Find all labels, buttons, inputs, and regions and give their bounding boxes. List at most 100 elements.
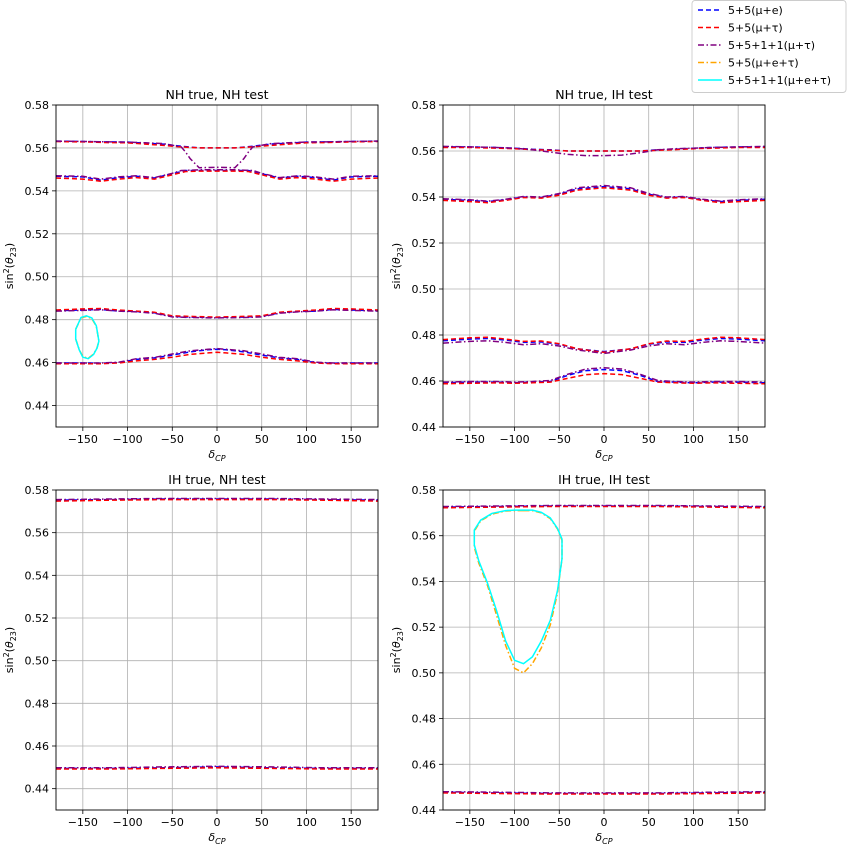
series-muet11-curve-1 <box>74 315 100 360</box>
y-axis-label: sin2(θ23) <box>2 627 18 673</box>
series-mut11-curve-2 <box>443 184 765 202</box>
grid <box>443 104 765 428</box>
series-mut11-curve-1 <box>56 140 378 169</box>
panel-title: NH true, IH test <box>555 87 652 102</box>
y-tick-label: 0.46 <box>412 758 437 771</box>
y-tick-label: 0.56 <box>412 145 437 158</box>
x-axis-label: δCP <box>208 448 225 463</box>
x-tick-label: −100 <box>499 816 529 829</box>
x-tick-label: −50 <box>548 433 571 446</box>
x-tick-label: 100 <box>683 433 704 446</box>
y-tick-label: 0.54 <box>25 185 50 198</box>
y-tick-label: 0.58 <box>25 484 50 497</box>
panel-title: IH true, IH test <box>558 472 650 487</box>
y-tick-label: 0.58 <box>25 99 50 112</box>
panel-3: −150 −100 −50 0 50 100 150 0.44 0.46 0.48 0.50 0.52… <box>2 472 379 845</box>
y-tick-label: 0.54 <box>412 575 437 588</box>
x-axis-label: δCP <box>208 831 225 845</box>
x-axis-label: δCP <box>595 831 612 845</box>
legend-label-mue: 5+5(μ+e) <box>728 4 783 17</box>
x-tick-label: 0 <box>601 433 608 446</box>
series-mut11-curve-4 <box>443 366 765 383</box>
y-axis-label: sin2(θ23) <box>389 243 405 289</box>
series-mut11-curve-1 <box>443 504 765 508</box>
series-mue-curve-4 <box>56 348 378 364</box>
y-tick-label: 0.44 <box>412 804 437 817</box>
series-mut11-curve-3 <box>56 309 378 319</box>
y-tick-label: 0.50 <box>25 271 50 284</box>
x-tick-label: 0 <box>214 816 221 829</box>
x-tick-label: −150 <box>455 816 485 829</box>
panel-4: −150 −100 −50 0 50 100 150 0.44 0.46 0.48 0.50 0.52… <box>389 472 766 845</box>
y-tick-label: 0.52 <box>412 621 437 634</box>
series-mut-curve-3 <box>56 307 378 318</box>
series-mut-curve-2 <box>56 767 378 770</box>
x-tick-label: 100 <box>296 433 317 446</box>
y-tick-label: 0.48 <box>412 329 437 342</box>
y-tick-label: 0.48 <box>25 314 50 327</box>
x-tick-label: −50 <box>161 433 184 446</box>
series-mut-curve-2 <box>443 187 765 204</box>
y-tick-label: 0.50 <box>412 283 437 296</box>
panel-1: −150 −100 −50 0 50 100 150 0.44 0.46 0.48 0.50 0.52… <box>2 87 379 463</box>
x-tick-label: −100 <box>499 433 529 446</box>
y-tick-label: 0.54 <box>412 191 437 204</box>
y-tick-label: 0.52 <box>412 237 437 250</box>
legend-label-mut11: 5+5+1+1(μ+τ) <box>728 39 815 52</box>
x-tick-label: −100 <box>112 816 142 829</box>
x-tick-label: −150 <box>455 433 485 446</box>
series-mut11-curve-2 <box>443 790 765 794</box>
series-group <box>443 145 765 385</box>
series-mut-curve-1 <box>443 505 765 509</box>
legend: 5+5(μ+e) 5+5(μ+τ) 5+5+1+1(μ+τ) 5+5(μ+e+τ) 5+… <box>691 0 847 93</box>
y-tick-label: 0.58 <box>412 484 437 497</box>
y-tick-label: 0.56 <box>25 527 50 540</box>
legend-box <box>691 0 847 93</box>
series-mue-curve-2 <box>443 185 765 203</box>
series-group <box>56 140 378 365</box>
x-tick-label: 150 <box>728 433 749 446</box>
x-tick-label: 0 <box>601 816 608 829</box>
x-tick-label: 50 <box>642 816 656 829</box>
grid <box>56 489 378 810</box>
y-axis-label: sin2(θ23) <box>2 243 18 289</box>
series-mut-curve-4 <box>56 351 378 365</box>
y-tick-label: 0.56 <box>25 142 50 155</box>
legend-label-muet11: 5+5+1+1(μ+e+τ) <box>728 74 831 87</box>
y-tick-label: 0.50 <box>25 655 50 668</box>
series-group <box>443 504 765 795</box>
series-mut-curve-3 <box>443 336 765 354</box>
series-mut11-curve-1 <box>56 497 378 501</box>
panel-title: NH true, NH test <box>165 87 268 102</box>
y-tick-label: 0.44 <box>25 400 50 413</box>
x-tick-label: 100 <box>683 816 704 829</box>
y-tick-label: 0.52 <box>25 228 50 241</box>
x-tick-label: 50 <box>642 433 656 446</box>
x-tick-label: 50 <box>255 816 269 829</box>
y-tick-label: 0.54 <box>25 569 50 582</box>
y-tick-label: 0.44 <box>25 783 50 796</box>
series-mut-curve-1 <box>56 498 378 502</box>
series-mut11-curve-1 <box>443 145 765 157</box>
x-tick-label: −150 <box>68 816 98 829</box>
x-tick-label: −50 <box>161 816 184 829</box>
panel-2: −150 −100 −50 0 50 100 150 0.44 0.46 0.48 0.50 0.52… <box>389 87 766 463</box>
grid <box>56 104 378 427</box>
series-mut11-curve-2 <box>56 765 378 769</box>
x-tick-label: 150 <box>341 816 362 829</box>
x-tick-label: 50 <box>255 433 269 446</box>
y-tick-label: 0.44 <box>412 421 437 434</box>
grid <box>443 489 765 811</box>
y-tick-label: 0.46 <box>412 375 437 388</box>
series-mut11-curve-2 <box>56 169 378 180</box>
series-mut11-curve-4 <box>56 347 378 364</box>
y-tick-label: 0.58 <box>412 99 437 112</box>
series-mut-curve-2 <box>56 170 378 182</box>
series-mut-curve-4 <box>443 372 765 385</box>
series-group <box>56 497 378 770</box>
legend-label-muet: 5+5(μ+e+τ) <box>728 57 799 70</box>
series-muet-curve-1 <box>473 509 563 674</box>
x-tick-label: −50 <box>548 816 571 829</box>
series-mut-curve-2 <box>443 792 765 795</box>
